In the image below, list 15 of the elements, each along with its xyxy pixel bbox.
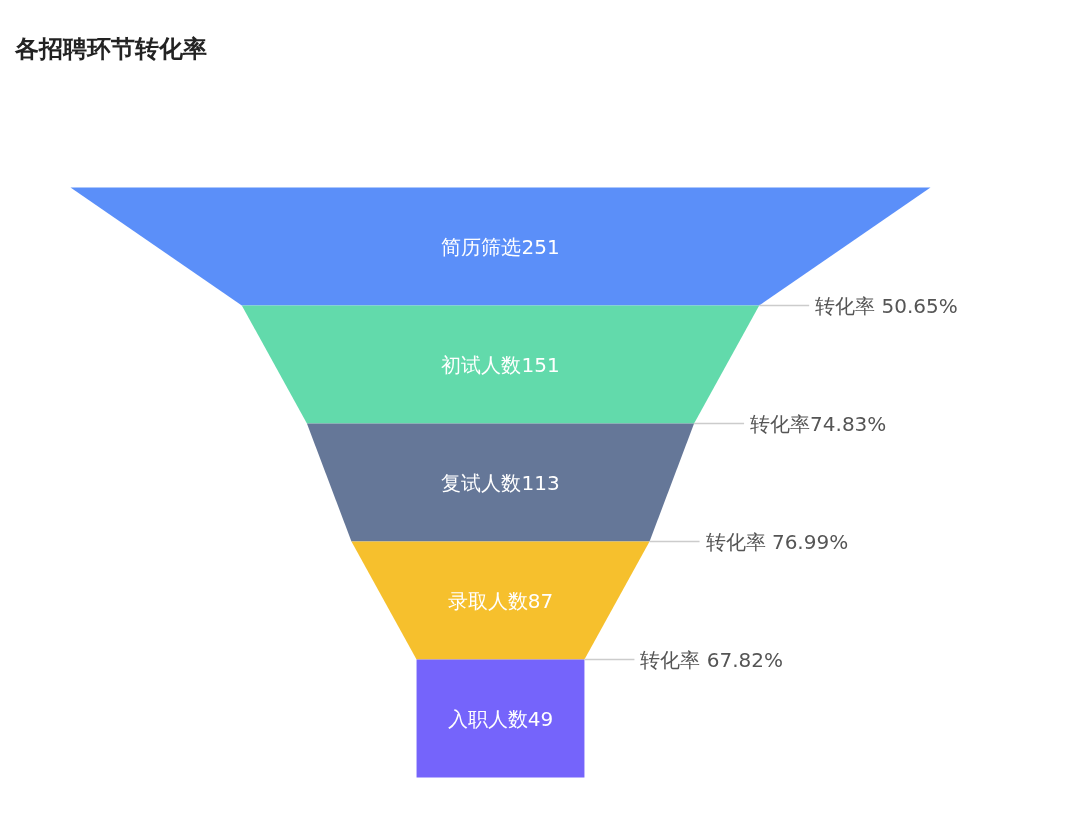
text: 各招聘环节转化率 (13, 34, 207, 63)
text: 转化率 50.65% (815, 293, 958, 318)
data-label: 87 (527, 588, 554, 613)
text: 转化率 67.82% (640, 647, 784, 672)
category-label: 简历筛选 (441, 234, 522, 259)
category-label: 初试人数 (441, 352, 522, 377)
category-label: 录取人数 (447, 588, 528, 613)
text: 转化率74.83% (750, 411, 887, 436)
data-label: 113 (521, 470, 560, 495)
data-label: 49 (527, 706, 554, 731)
category-label: 入职人数 (447, 706, 528, 731)
text: 转化率 76.99% (705, 529, 849, 554)
data-label: 151 (521, 352, 560, 377)
category-label: 复试人数 (441, 470, 522, 495)
data-label: 251 (521, 234, 560, 259)
